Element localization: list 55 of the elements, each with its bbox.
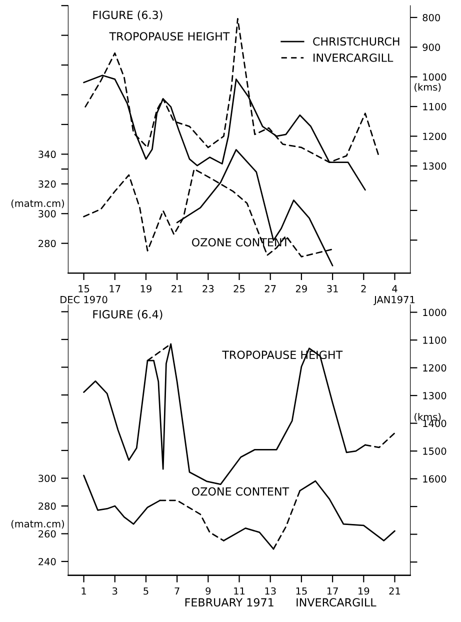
- y-tick-label: 340: [38, 150, 56, 158]
- x-tick-label: 4 JAN1971: [374, 285, 415, 306]
- legend-label: INVERCARGILL: [314, 54, 394, 62]
- y-tick-label: 260: [38, 530, 56, 538]
- x-tick-label: 5: [144, 587, 148, 595]
- x-tick-label: 29: [296, 285, 307, 292]
- x-tick-label: 13: [265, 587, 276, 595]
- x-tick-label: 19: [358, 587, 370, 595]
- y2-tick-label: 1200: [423, 364, 446, 372]
- x-tick-label: 27: [264, 285, 276, 292]
- y-axis-title: (matm.cm): [11, 199, 64, 208]
- annotation: OZONE CONTENT: [192, 238, 290, 246]
- y2-tick-label: 1100: [423, 336, 446, 344]
- y2-axis-title: (kms): [414, 83, 441, 92]
- annotation: OZONE CONTENT: [192, 487, 290, 496]
- x-tick-label: 21: [172, 285, 182, 292]
- x-tick-label: 9: [206, 587, 211, 595]
- x-axis-title: FEBRUARY 1971 INVERCARGILL: [185, 598, 376, 607]
- y-tick-label: 320: [38, 180, 56, 188]
- y2-tick-label: 1300: [423, 392, 446, 400]
- y-tick-label: 240: [38, 558, 56, 566]
- y2-tick-label: 800: [422, 14, 440, 22]
- y2-tick-label: 1400: [423, 420, 446, 428]
- y-tick-label: 280: [38, 240, 56, 248]
- y2-tick-label: 1300: [423, 162, 446, 170]
- x-tick-label: 23: [202, 285, 214, 292]
- y2-tick-label: 1000: [423, 73, 446, 81]
- x-tick-label: 1: [82, 587, 86, 595]
- x-tick-label: 17: [327, 587, 338, 595]
- legend-label: CHRISTCHURCH: [313, 37, 400, 46]
- x-tick-label: 15 DEC 1970: [60, 285, 108, 304]
- y-tick-label: 300: [38, 474, 56, 482]
- x-tick-label: 31: [327, 285, 338, 292]
- x-tick-label: 11: [234, 587, 245, 595]
- y-axis-title: (matm.cm): [11, 520, 64, 529]
- y2-tick-label: 1100: [423, 103, 446, 110]
- x-tick-label: 15: [296, 587, 307, 595]
- y-tick-label: 300: [38, 210, 56, 218]
- y2-tick-label: 1000: [423, 308, 446, 316]
- chart-title: FIGURE (6.4): [93, 310, 162, 320]
- annotation: TROPOPAUSE HEIGHT: [109, 32, 230, 41]
- x-tick-label: 21: [389, 587, 400, 595]
- x-tick-label: 25: [234, 285, 245, 292]
- y-tick-label: 280: [38, 502, 56, 510]
- y2-axis-title: (kms): [414, 413, 441, 422]
- x-tick-label: 7: [174, 587, 180, 595]
- x-tick-label: 2: [361, 285, 366, 292]
- y2-tick-label: 1500: [423, 448, 446, 455]
- y2-tick-label: 1200: [423, 132, 446, 140]
- x-tick-label: 3: [112, 587, 118, 595]
- y2-tick-label: 900: [422, 44, 440, 51]
- y2-tick-label: 1600: [423, 475, 446, 483]
- x-tick-label: 19: [140, 285, 152, 292]
- x-tick-label: 17: [110, 285, 120, 292]
- chart-title: FIGURE (6.3): [93, 10, 162, 20]
